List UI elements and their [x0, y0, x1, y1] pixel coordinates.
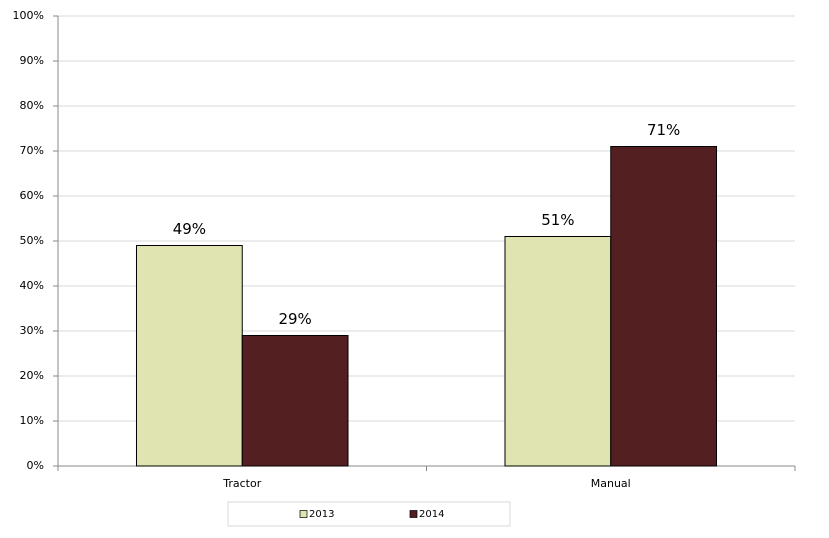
bar: [241, 335, 349, 467]
y-tick-label: 80%: [20, 99, 44, 112]
bar: [504, 236, 612, 467]
legend-label: 2013: [309, 509, 334, 520]
value-label: 29%: [278, 310, 311, 328]
y-tick-label: 0%: [27, 459, 44, 472]
bar: [135, 245, 243, 467]
y-tick-label: 20%: [20, 369, 44, 382]
value-label: 71%: [647, 121, 680, 139]
legend-swatch: [299, 510, 308, 518]
x-tick-label: Manual: [591, 477, 631, 490]
value-label: 49%: [173, 220, 206, 238]
y-tick-label: 60%: [20, 189, 44, 202]
legend-box: [227, 501, 511, 527]
value-label: 51%: [541, 211, 574, 229]
legend-label: 2014: [419, 509, 444, 520]
bar: [610, 146, 718, 467]
y-tick-label: 30%: [20, 324, 44, 337]
y-tick-label: 100%: [13, 9, 44, 22]
y-tick-label: 40%: [20, 279, 44, 292]
y-tick-label: 90%: [20, 54, 44, 67]
y-tick-label: 50%: [20, 234, 44, 247]
y-tick-label: 10%: [20, 414, 44, 427]
y-tick-label: 70%: [20, 144, 44, 157]
x-tick-label: Tractor: [222, 477, 261, 490]
legend-swatch: [409, 510, 418, 518]
